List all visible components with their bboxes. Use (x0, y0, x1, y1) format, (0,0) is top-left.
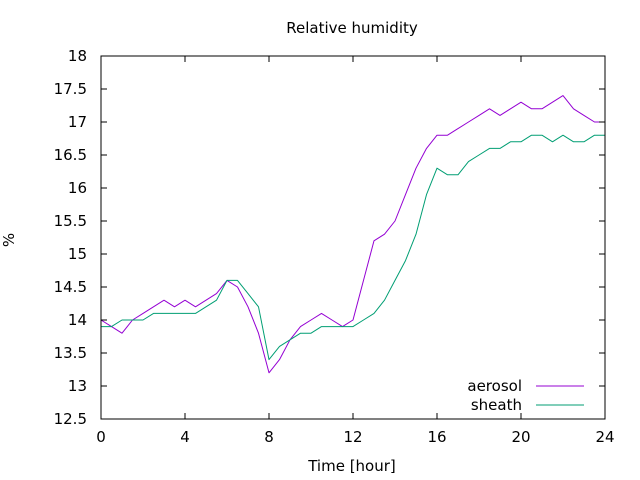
legend-label-sheath: sheath (471, 396, 522, 414)
y-tick-label: 13 (68, 377, 87, 395)
x-tick-label: 12 (343, 428, 362, 446)
x-axis-label: Time [hour] (307, 457, 396, 475)
y-tick-label: 12.5 (54, 410, 87, 428)
legend-label-aerosol: aerosol (467, 377, 522, 395)
x-tick-label: 4 (180, 428, 190, 446)
y-tick-label: 16 (68, 179, 87, 197)
y-tick-label: 13.5 (54, 344, 87, 362)
y-tick-label: 15.5 (54, 212, 87, 230)
x-tick-label: 8 (264, 428, 274, 446)
series-line-sheath (101, 134, 605, 361)
chart-title: Relative humidity (286, 19, 418, 37)
y-tick-label: 14.5 (54, 278, 87, 296)
x-tick-label: 16 (427, 428, 446, 446)
y-tick-label: 14 (68, 311, 87, 329)
y-tick-label: 15 (68, 245, 87, 263)
series-layer (100, 95, 605, 374)
y-axis-label: % (0, 233, 18, 247)
series-line-aerosol (100, 95, 605, 374)
y-tick-label: 17 (68, 113, 87, 131)
y-tick-label: 18 (68, 47, 87, 65)
x-tick-label: 24 (595, 428, 614, 446)
ticks-layer: 0 4 8 12 16 20 24 12.5 13 13.5 14 14.5 15 15.5 16 16.5 1… (54, 47, 615, 446)
y-tick-label: 16.5 (54, 146, 87, 164)
x-tick-label: 20 (511, 428, 530, 446)
y-tick-label: 17.5 (54, 80, 87, 98)
plot-frame (100, 55, 606, 420)
x-tick-label: 0 (96, 428, 106, 446)
